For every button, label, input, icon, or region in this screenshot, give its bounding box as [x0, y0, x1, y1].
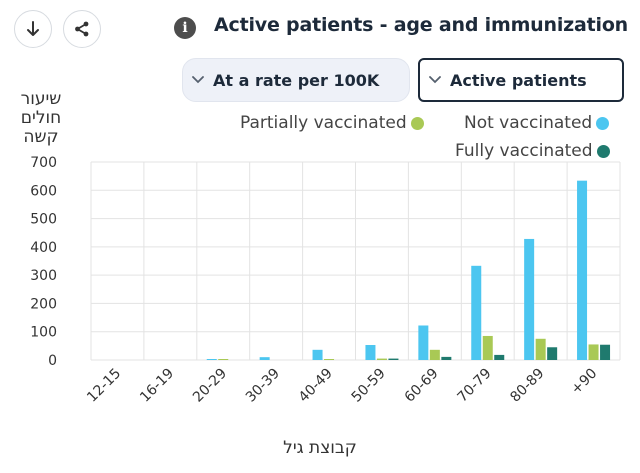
legend-dot [596, 144, 610, 158]
bar [312, 349, 323, 360]
x-tick-label: 80-89 [507, 366, 547, 406]
share-button[interactable] [63, 10, 101, 48]
share-icon [75, 21, 89, 37]
bar [471, 265, 482, 360]
measure-dropdown-label: Active patients [450, 70, 587, 90]
info-icon[interactable]: i [174, 17, 196, 39]
bar [535, 338, 546, 360]
y-axis-title-line: חולים [20, 108, 62, 128]
rate-dropdown-label: At a rate per 100K [213, 70, 380, 90]
bar [494, 354, 505, 360]
bar [418, 325, 429, 360]
x-tick-label: 70-79 [454, 366, 494, 406]
y-tick-label: 500 [30, 212, 57, 228]
y-tick-label: 0 [48, 353, 57, 369]
y-tick-label: 400 [30, 240, 57, 256]
bar [524, 238, 535, 360]
bar [206, 359, 217, 360]
bar [376, 358, 387, 360]
y-axis-title-line: קשה [23, 127, 59, 147]
x-tick-label: 50-59 [349, 366, 389, 406]
page-title: Active patients - age and immunization [214, 14, 628, 36]
download-button[interactable] [14, 10, 52, 48]
bar [600, 344, 611, 360]
measure-dropdown[interactable]: Active patients [418, 58, 624, 102]
bar [388, 358, 399, 360]
legend-partially-vaccinated[interactable]: Partially vaccinated [240, 113, 424, 133]
bar [259, 357, 270, 360]
y-tick-label: 700 [30, 155, 57, 171]
bar [324, 359, 335, 360]
y-tick-label: 200 [30, 296, 57, 312]
legend-label: Partially vaccinated [240, 113, 407, 133]
x-tick-label: 12-15 [84, 366, 124, 406]
bar [588, 344, 599, 360]
chevron-down-icon [183, 74, 213, 87]
legend-dot [596, 116, 610, 130]
bar [547, 347, 558, 360]
bar [482, 335, 493, 360]
x-tick-label: 40-49 [296, 366, 336, 406]
bar [441, 356, 452, 360]
bar [365, 345, 376, 360]
y-axis-title-line: שיעור [20, 89, 62, 109]
y-tick-label: 300 [30, 268, 57, 284]
x-tick-label: 16-19 [137, 366, 177, 406]
download-arrow-icon [27, 21, 39, 36]
x-axis-title: קבוצת גיל [283, 438, 357, 458]
bar [429, 349, 440, 360]
legend-fully-vaccinated[interactable]: Fully vaccinated [455, 141, 610, 161]
y-axis-title: שיעור חולים קשה [10, 90, 72, 147]
legend-label: Fully vaccinated [455, 141, 593, 161]
x-tick-label: 30-39 [243, 366, 283, 406]
x-tick-label: +90 [568, 366, 600, 398]
legend-not-vaccinated[interactable]: Not vaccinated [464, 113, 610, 133]
legend-label: Not vaccinated [464, 113, 593, 133]
rate-dropdown[interactable]: At a rate per 100K [182, 58, 410, 102]
bar [218, 359, 229, 360]
legend-dot [410, 116, 424, 130]
y-tick-label: 600 [30, 183, 57, 199]
x-tick-label: 20-29 [190, 366, 230, 406]
x-tick-label: 60-69 [402, 366, 442, 406]
bar [577, 180, 588, 360]
y-tick-label: 100 [30, 325, 57, 341]
chevron-down-icon [420, 74, 450, 87]
